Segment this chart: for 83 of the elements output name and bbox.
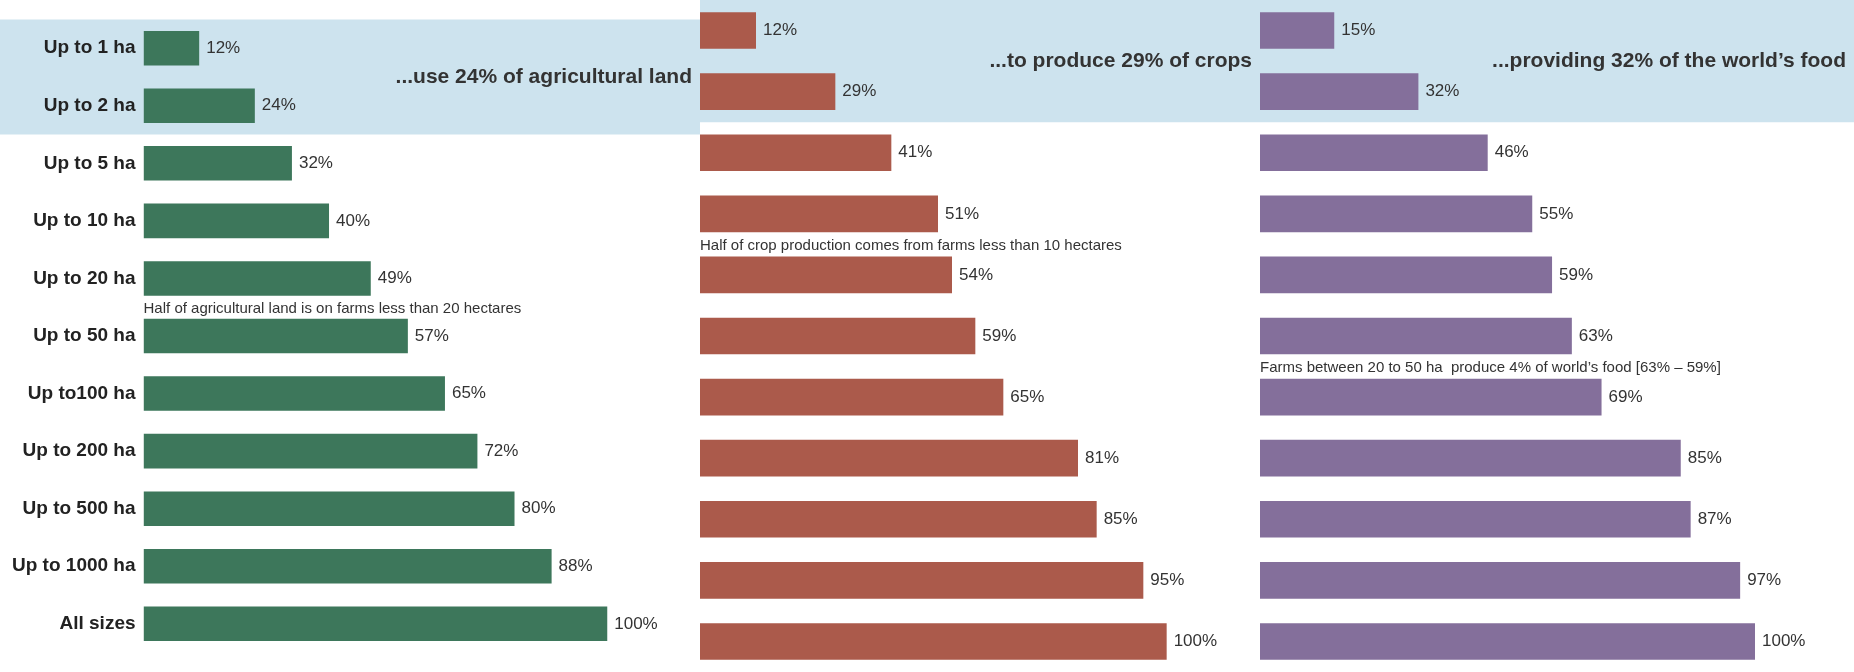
data-label: 12% [206,37,241,57]
data-label: 59% [982,325,1017,345]
bar [1260,195,1533,233]
bar [143,548,552,584]
bar [700,623,1167,660]
y-tick-label: Up to 1000 ha [11,554,136,576]
bar [700,256,952,294]
bar [1260,500,1691,538]
y-tick-label: Up to 1 ha [43,36,136,58]
bar [143,146,292,181]
data-label: 46% [1494,142,1529,162]
data-label: 85% [1687,447,1722,467]
text: ...providing 32% of the world’s food [1492,47,1846,71]
bar [143,203,330,239]
bar [1260,256,1553,294]
annotation: Half of agricultural land is on farms less than 20 hectares [143,299,522,317]
bar [700,439,1078,477]
bar [700,134,892,172]
bar [1260,317,1572,355]
bar [700,562,1144,599]
data-label: 100% [1173,631,1218,651]
data-label: 72% [484,440,519,460]
data-label: 49% [377,268,412,288]
bar [143,88,255,124]
bar [1260,562,1741,599]
data-label: 55% [1539,203,1574,223]
data-label: 97% [1747,570,1782,590]
data-label: 100% [1762,631,1806,651]
bar [1260,378,1602,416]
bar [1260,439,1681,477]
text: ...to produce 29% of crops [989,47,1252,71]
data-label: 65% [451,383,486,403]
data-label: 40% [336,210,371,230]
data-label: 100% [614,613,658,633]
text: ...use 24% of agricultural land [395,63,692,87]
data-label: 32% [1425,81,1460,101]
data-label: 88% [558,555,593,575]
y-tick-label: Up to 2 ha [43,93,136,115]
y-tick-label: Up to100 ha [27,381,136,403]
y-tick-label: Up to 10 ha [33,209,136,231]
data-label: 69% [1608,386,1643,406]
bar [143,606,608,642]
y-tick-label: All sizes [59,612,136,634]
bar [143,261,371,296]
bar [1260,134,1488,172]
y-tick-label: Up to 500 ha [22,496,136,518]
bar [700,12,756,49]
data-label: 54% [959,264,994,284]
data-label: 85% [1103,508,1138,528]
y-tick-label: Up to 200 ha [22,439,136,461]
data-label: 63% [1578,325,1613,345]
bar [143,376,445,411]
bar [700,73,836,110]
data-label: 57% [414,325,449,345]
data-label: 32% [298,153,333,172]
bar [700,500,1097,538]
bar [700,317,976,355]
bar [143,433,478,469]
data-label: 29% [842,81,877,101]
data-label: 12% [763,20,798,40]
annotation: Half of crop production comes from farms less than 10 hectares [700,235,1122,253]
data-label: 15% [1341,20,1376,40]
y-tick-label: Up to 20 ha [33,266,136,288]
bar [1260,623,1755,660]
bar [700,378,1004,416]
annotation: Farms between 20 to 50 ha produce 4% of world’s food [63% – 59%] [1260,357,1721,375]
bar [1260,12,1335,49]
data-label: 80% [521,498,556,518]
bar [143,30,200,66]
data-label: 51% [945,203,980,223]
bar [143,318,408,354]
data-label: 65% [1010,386,1045,406]
y-tick-label: Up to 5 ha [43,151,136,173]
data-label: 59% [1559,264,1594,284]
bar [1260,73,1419,110]
bar [143,491,515,526]
data-label: 95% [1150,570,1185,590]
bar [700,195,938,233]
data-label: 81% [1085,447,1120,467]
data-label: 87% [1697,508,1732,528]
y-tick-label: Up to 50 ha [33,324,136,346]
data-label: 24% [261,95,296,115]
data-label: 41% [898,142,933,162]
